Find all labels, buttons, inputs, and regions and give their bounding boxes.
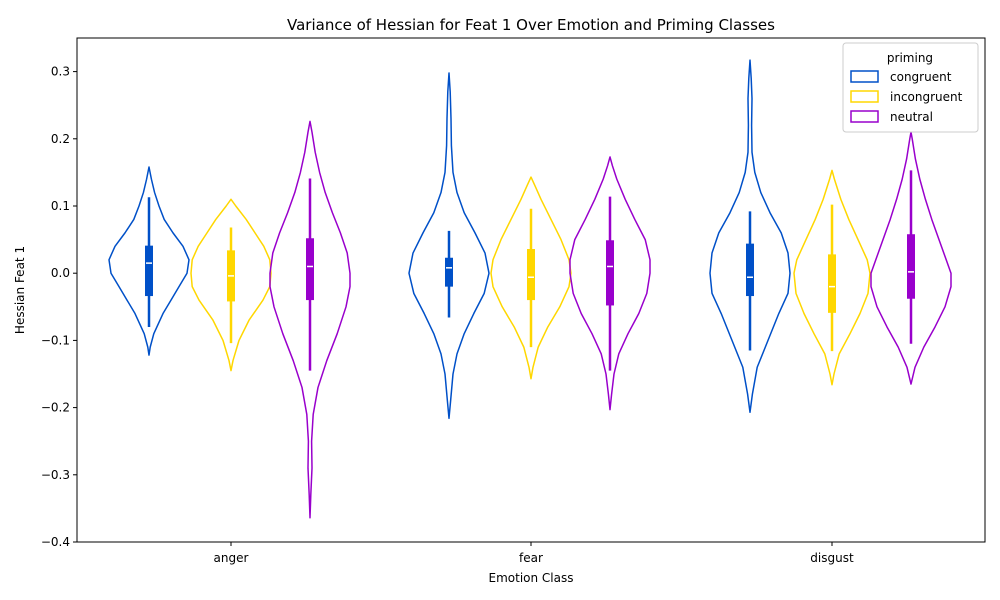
x-tick-label: fear: [519, 551, 543, 565]
violins-layer: [108, 59, 952, 519]
iqr-box-incongruent-disgust: [828, 254, 836, 313]
violin-incongruent-fear: [490, 176, 572, 380]
violin-congruent-fear: [408, 72, 490, 420]
legend: priming congruent incongruent neutral: [842, 42, 979, 133]
iqr-box-neutral-fear: [606, 240, 614, 306]
y-tick-label: 0.3: [51, 65, 70, 79]
legend-label-neutral: neutral: [890, 110, 933, 124]
y-tick-label: −0.2: [41, 401, 70, 415]
x-axis: anger fear disgust: [214, 542, 854, 565]
violin-neutral-anger: [269, 120, 351, 519]
x-axis-label: Emotion Class: [489, 571, 574, 585]
iqr-box-congruent-anger: [145, 245, 153, 297]
iqr-box-neutral-disgust: [907, 234, 915, 299]
y-tick-label: 0.0: [51, 266, 70, 280]
legend-swatch-incongruent: [850, 90, 879, 103]
y-tick-label: 0.2: [51, 132, 70, 146]
legend-swatch-congruent: [850, 70, 879, 83]
legend-label-congruent: congruent: [890, 70, 952, 84]
y-tick-label: −0.1: [41, 333, 70, 347]
y-axis: −0.4 −0.3 −0.2 −0.1 0.0 0.1 0.2 0.3: [41, 65, 77, 549]
iqr-box-congruent-disgust: [746, 243, 754, 297]
violin-congruent-anger: [108, 166, 190, 356]
legend-items: congruent incongruent neutral: [850, 70, 963, 124]
y-tick-label: −0.3: [41, 468, 70, 482]
legend-frame: [842, 42, 979, 133]
x-tick-label: anger: [214, 551, 249, 565]
y-tick-label: 0.1: [51, 199, 70, 213]
violin-incongruent-anger: [190, 198, 272, 372]
chart-title: Variance of Hessian for Feat 1 Over Emot…: [287, 16, 775, 34]
violin-neutral-fear: [569, 156, 651, 411]
y-tick-label: −0.4: [41, 535, 70, 549]
iqr-box-congruent-fear: [445, 257, 453, 287]
legend-title: priming: [887, 51, 933, 65]
iqr-box-neutral-anger: [306, 238, 314, 301]
x-tick-label: disgust: [810, 551, 854, 565]
y-axis-label: Hessian Feat 1: [13, 246, 27, 334]
legend-swatch-neutral: [850, 110, 879, 123]
violin-incongruent-disgust: [793, 169, 871, 386]
iqr-box-incongruent-fear: [527, 249, 535, 301]
legend-label-incongruent: incongruent: [890, 90, 963, 104]
violin-congruent-disgust: [709, 59, 791, 414]
